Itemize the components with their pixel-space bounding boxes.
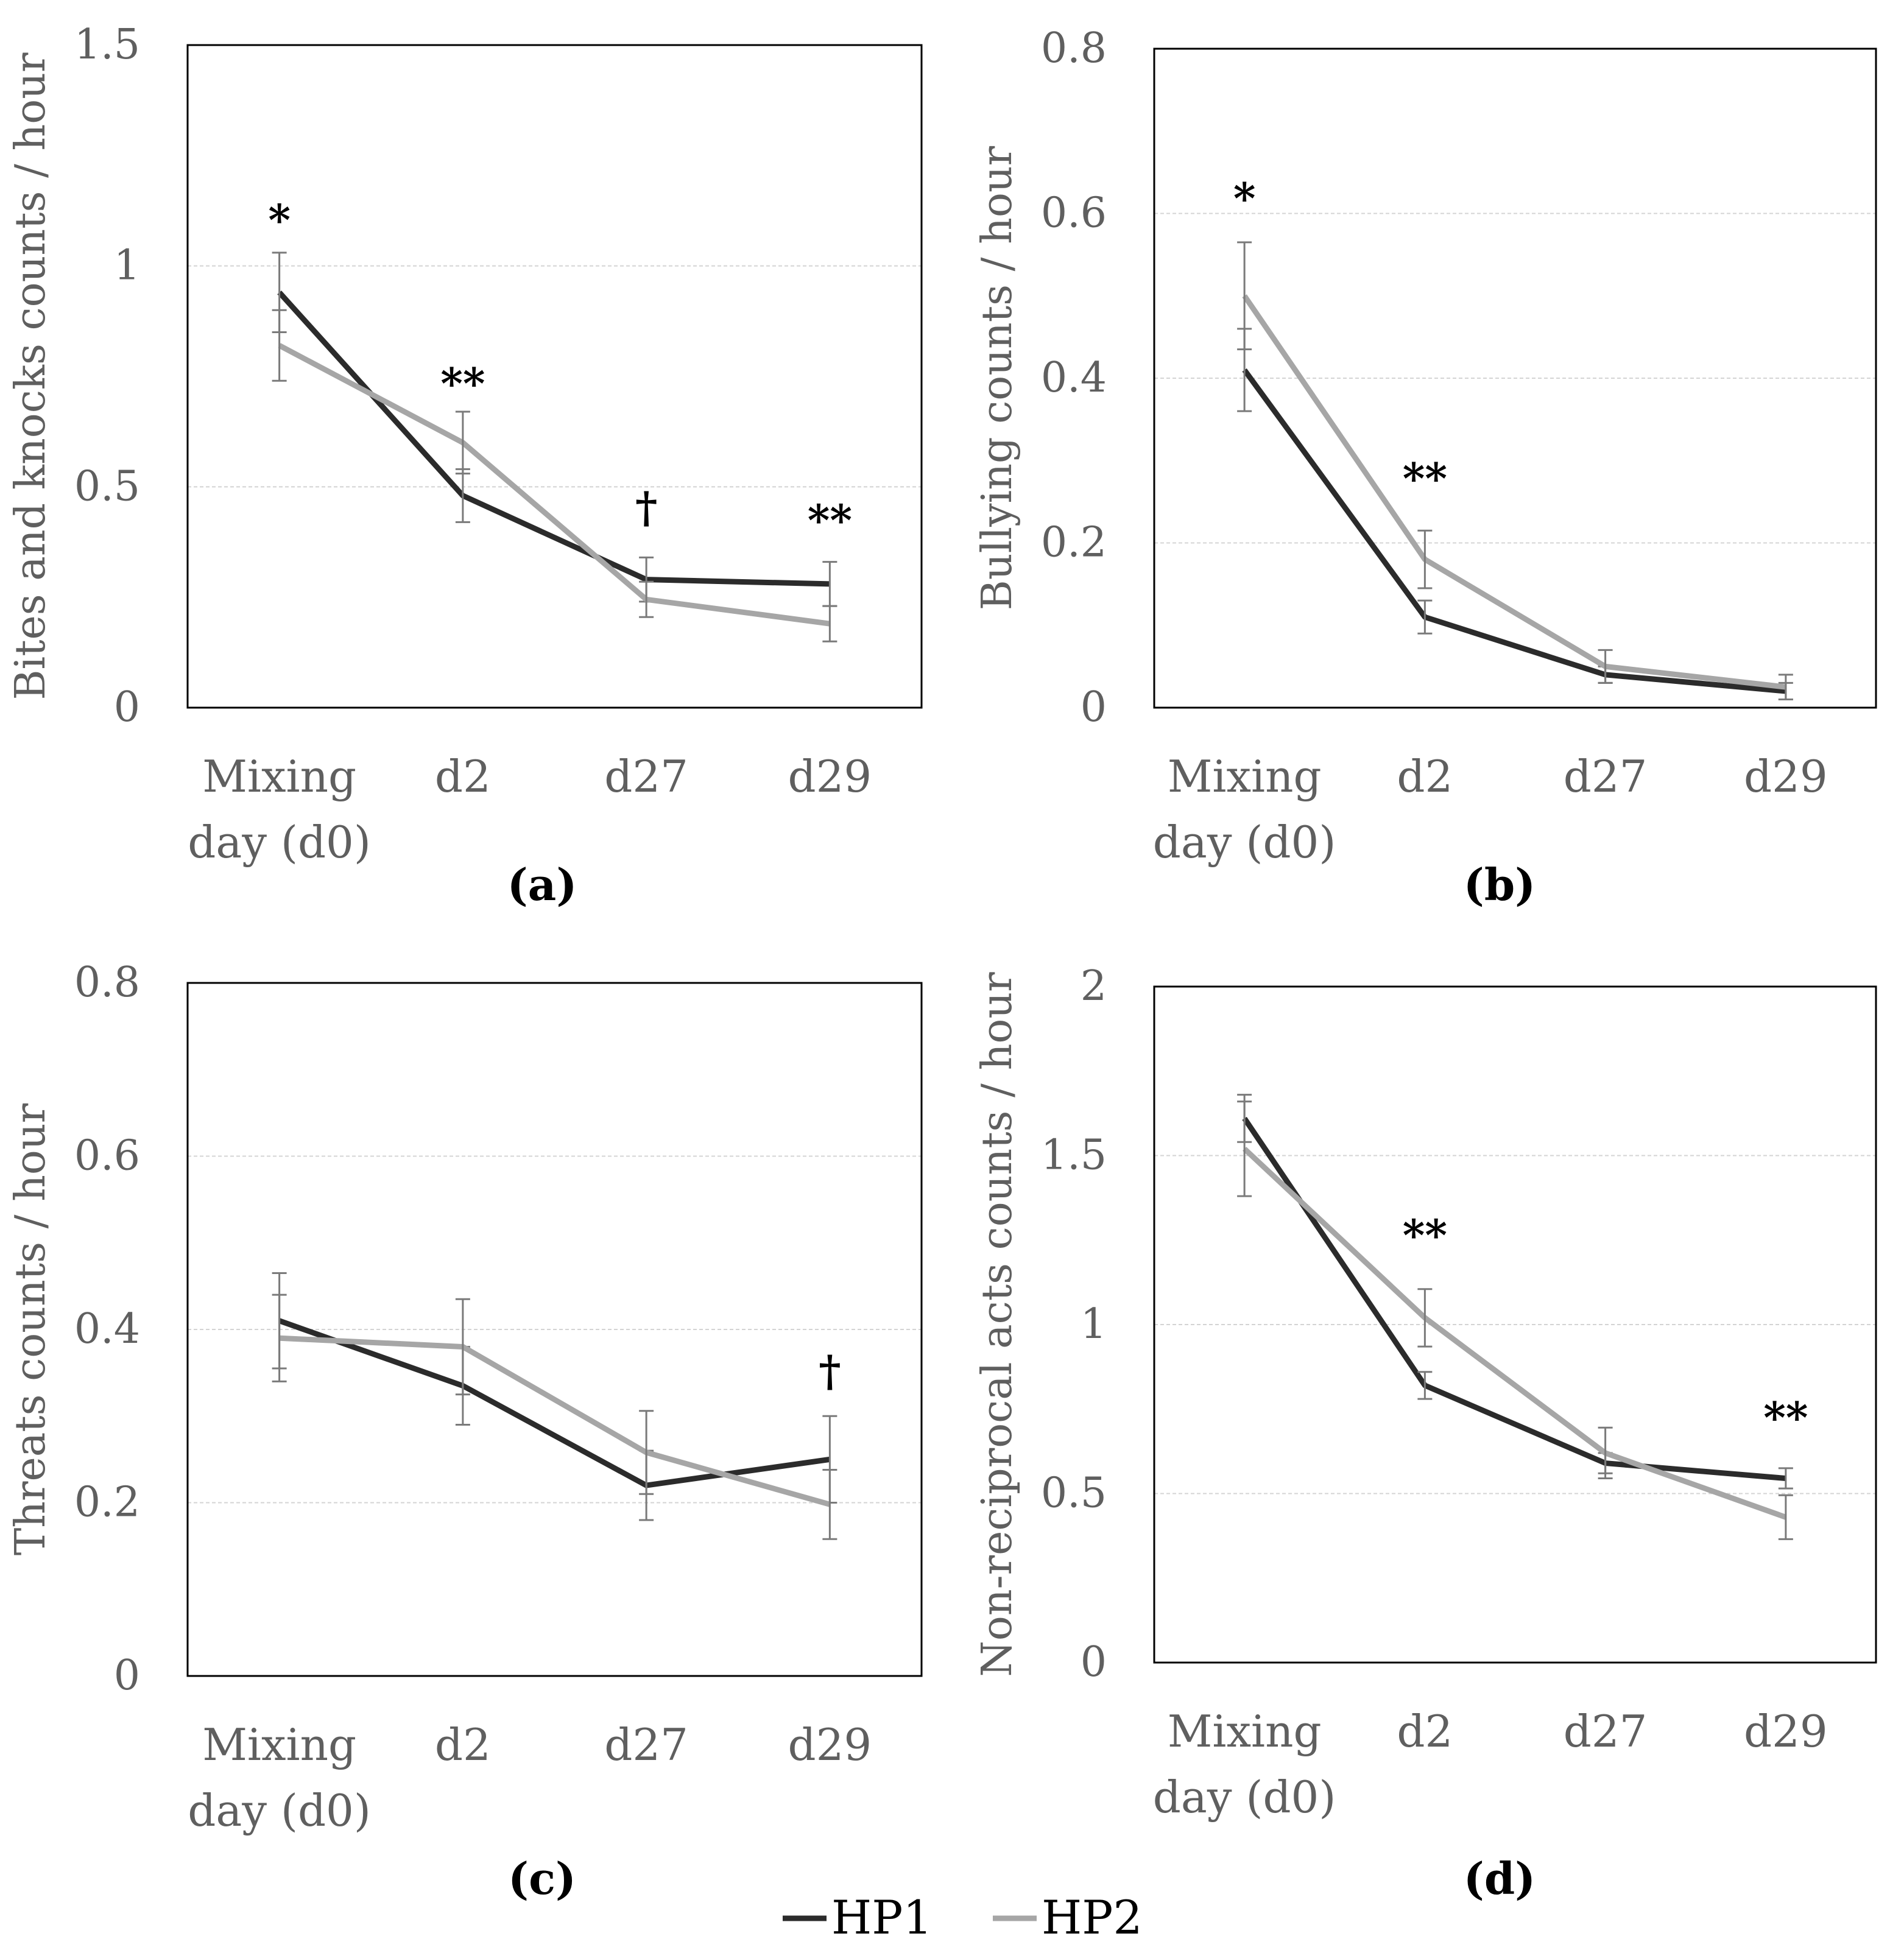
y-tick-label: 1 xyxy=(1081,1300,1107,1348)
y-tick-label: 1.5 xyxy=(1041,1132,1107,1180)
significance-marker: ** xyxy=(440,358,485,409)
significance-marker: ** xyxy=(1403,453,1447,504)
y-tick-label: 1 xyxy=(114,242,140,290)
significance-marker: * xyxy=(1233,174,1256,224)
plot-frame xyxy=(1153,985,1877,1664)
x-tick-label: d29 xyxy=(788,1719,872,1770)
x-tick-label: d29 xyxy=(1744,751,1828,802)
error-bar-hp2 xyxy=(822,1468,837,1540)
y-tick-label: 1.5 xyxy=(74,21,140,69)
series-line-hp2 xyxy=(279,1335,831,1507)
error-bar-hp2 xyxy=(1417,1288,1433,1348)
y-axis-title: Non-reciprocal acts counts / hour xyxy=(973,972,1021,1677)
y-tick-label: 0 xyxy=(114,683,140,731)
y-tick-label: 0.4 xyxy=(74,1305,140,1353)
x-tick-label: d27 xyxy=(1564,751,1648,802)
panel-label: (a) xyxy=(507,859,577,910)
x-tick-label: d2 xyxy=(1397,1706,1453,1757)
panel-c: 0 0.2 0.4 0.6 0.8 Threats counts / hour Mixing… xyxy=(7,959,923,1904)
error-bar-hp2 xyxy=(822,605,837,642)
y-tick-label: 0.6 xyxy=(1041,189,1107,238)
plot-frame xyxy=(1153,48,1877,709)
error-bar-hp1 xyxy=(1417,599,1433,635)
legend: HP1 HP2 xyxy=(783,1890,1143,1945)
series-line-hp1 xyxy=(277,290,830,587)
series-line-hp1 xyxy=(1242,1116,1786,1482)
y-axis-title: Threats counts / hour xyxy=(7,1103,55,1555)
error-bar-hp2 xyxy=(1598,649,1613,684)
panel-a: 0 0.5 1 1.5 Bites and knocks counts / hour Mi… xyxy=(7,21,923,910)
y-tick-label: 0 xyxy=(1081,683,1107,731)
x-tick-label: Mixing xyxy=(1168,751,1322,802)
error-bar-hp2 xyxy=(1237,241,1252,351)
x-tick-label: day (d0) xyxy=(1153,817,1336,868)
x-tick-label: d29 xyxy=(788,751,872,802)
y-tick-label: 0.6 xyxy=(74,1132,140,1180)
error-bar-hp2 xyxy=(639,580,654,618)
x-tick-label: d27 xyxy=(604,1719,688,1770)
x-tick-label: day (d0) xyxy=(1153,1772,1336,1823)
y-axis-title: Bullying counts / hour xyxy=(973,146,1021,610)
x-tick-label: day (d0) xyxy=(188,817,371,868)
error-bar-hp2 xyxy=(1778,1494,1793,1540)
error-bar-hp2 xyxy=(455,410,470,475)
legend-label-hp2: HP2 xyxy=(1042,1890,1143,1945)
x-tick-label: d2 xyxy=(435,1719,491,1770)
error-bar-hp2 xyxy=(639,1410,654,1495)
y-tick-label: 0.8 xyxy=(74,959,140,1007)
y-tick-label: 2 xyxy=(1081,962,1107,1010)
error-bar-hp2 xyxy=(1237,1100,1252,1197)
plot-frame xyxy=(186,44,923,709)
x-tick-label: d27 xyxy=(604,751,688,802)
error-bar-hp2 xyxy=(272,1294,287,1382)
error-bar-hp1 xyxy=(1417,1371,1433,1400)
y-tick-label: 0.2 xyxy=(1041,519,1107,567)
series-line-hp2 xyxy=(278,343,830,627)
error-bar-hp2 xyxy=(272,309,287,382)
y-tick-label: 0.5 xyxy=(74,462,140,510)
series-line-hp2 xyxy=(1242,294,1786,690)
significance-marker: † xyxy=(819,1345,841,1396)
x-tick-label: d2 xyxy=(435,751,491,802)
panel-label: (c) xyxy=(508,1853,576,1904)
significance-marker: ** xyxy=(1403,1210,1447,1261)
series-line-hp2 xyxy=(1243,1147,1787,1520)
y-axis-title: Bites and knocks counts / hour xyxy=(7,52,55,700)
y-tick-label: 0 xyxy=(1081,1638,1107,1686)
panel-label: (b) xyxy=(1464,859,1536,910)
y-tick-label: 0 xyxy=(114,1652,140,1700)
panel-d: 0 0.5 1 1.5 2 Non-reciprocal acts counts / ho… xyxy=(973,962,1877,1904)
error-bar-hp1 xyxy=(1778,1467,1793,1490)
series-line-hp1 xyxy=(278,1318,831,1488)
significance-marker: * xyxy=(268,195,291,245)
y-tick-label: 0.4 xyxy=(1041,354,1107,402)
x-tick-label: d27 xyxy=(1564,1706,1648,1757)
plot-frame xyxy=(186,982,923,1677)
y-tick-label: 0.5 xyxy=(1041,1470,1107,1518)
error-bar-hp2 xyxy=(455,1298,470,1396)
significance-marker: ** xyxy=(808,495,852,546)
x-tick-label: d29 xyxy=(1744,1706,1828,1757)
y-tick-label: 0.8 xyxy=(1041,24,1107,72)
error-bar-hp2 xyxy=(1417,529,1433,590)
x-tick-label: day (d0) xyxy=(188,1785,371,1836)
series-line-hp1 xyxy=(1242,368,1786,694)
significance-marker: ** xyxy=(1763,1393,1808,1443)
error-bar-hp2 xyxy=(1778,674,1793,700)
error-bar-hp2 xyxy=(1598,1426,1613,1480)
panel-b: 0 0.2 0.4 0.6 0.8 Bullying counts / hour Mixin… xyxy=(973,24,1877,910)
x-tick-label: d2 xyxy=(1397,751,1453,802)
significance-marker: † xyxy=(635,482,658,532)
legend-label-hp1: HP1 xyxy=(831,1890,933,1945)
y-tick-label: 0.2 xyxy=(74,1479,140,1527)
panel-label: (d) xyxy=(1464,1853,1536,1904)
x-tick-label: Mixing xyxy=(1168,1706,1322,1757)
x-tick-label: Mixing xyxy=(202,1719,356,1770)
x-tick-label: Mixing xyxy=(202,751,356,802)
